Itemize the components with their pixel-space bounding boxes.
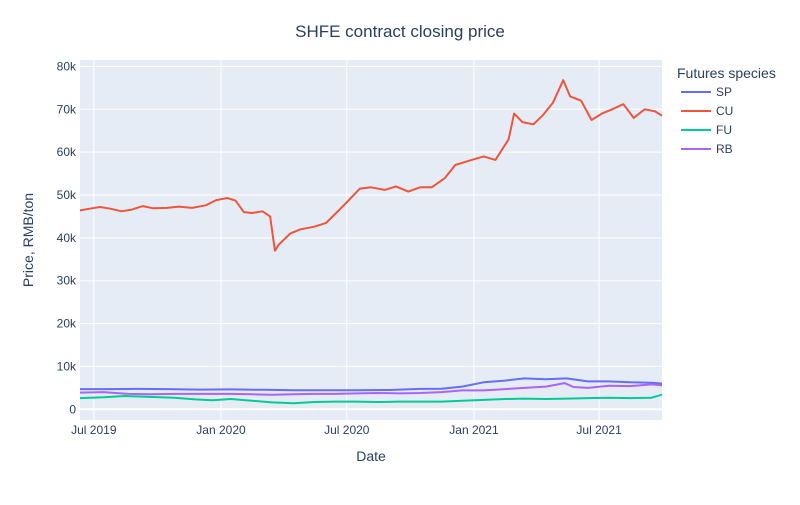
series-lines <box>79 79 663 405</box>
y-tick-label: 10k <box>57 359 77 373</box>
y-tick-label: 40k <box>57 231 77 245</box>
y-tick-label: 50k <box>57 188 77 202</box>
y-tick-label: 70k <box>57 102 77 116</box>
legend-label: FU <box>716 123 732 137</box>
series-line-sp <box>80 377 663 392</box>
y-tick-label: 20k <box>57 317 77 331</box>
x-axis-title: Date <box>356 448 386 464</box>
legend-item-sp[interactable]: SP <box>681 85 732 99</box>
x-tick-label: Jul 2019 <box>71 423 117 437</box>
chart-title: SHFE contract closing price <box>295 22 505 41</box>
legend-label: SP <box>716 85 732 99</box>
series-line-fu <box>79 393 663 405</box>
y-tick-label: 60k <box>57 145 77 159</box>
axis-labels: 0 10k 20k 30k 40k 50k 60k 70k 80k Jul 2019 Jan 202… <box>57 59 622 437</box>
legend: Futures species SP CU FU RB <box>677 65 776 156</box>
grid-lines <box>80 60 662 420</box>
legend-item-rb[interactable]: RB <box>681 142 733 156</box>
legend-label: RB <box>716 142 733 156</box>
legend-title: Futures species <box>677 65 776 81</box>
y-tick-label: 30k <box>57 274 77 288</box>
legend-label: CU <box>716 104 733 118</box>
x-tick-label: Jul 2021 <box>576 423 622 437</box>
x-tick-label: Jan 2020 <box>196 423 246 437</box>
x-tick-label: Jan 2021 <box>449 423 499 437</box>
series-line-cu <box>79 79 663 252</box>
legend-item-fu[interactable]: FU <box>681 123 732 137</box>
legend-items: SP CU FU RB <box>681 85 733 156</box>
x-tick-label: Jul 2020 <box>324 423 370 437</box>
plot-area <box>80 60 662 420</box>
y-tick-label: 80k <box>57 59 77 73</box>
y-tick-label: 0 <box>69 402 76 416</box>
series-line-rb <box>79 382 663 396</box>
legend-item-cu[interactable]: CU <box>681 104 733 118</box>
y-axis-title: Price, RMB/ton <box>20 193 36 287</box>
